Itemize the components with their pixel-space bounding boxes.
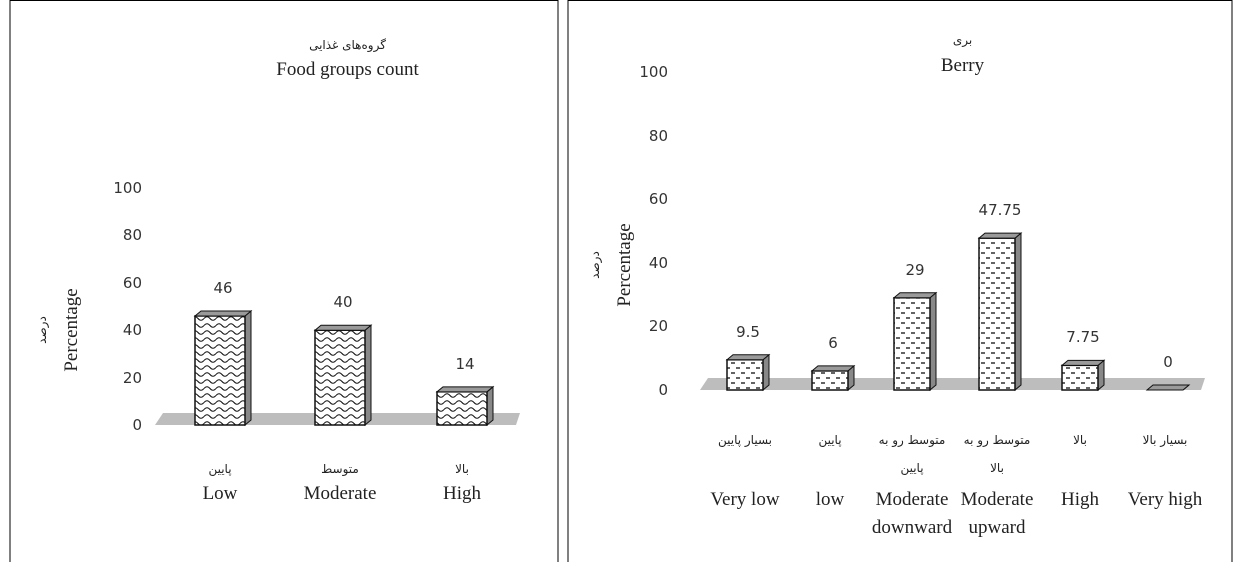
x-tick-label-fa: متوسط رو به پایین <box>878 433 946 475</box>
bar-side <box>1014 232 1022 392</box>
x-tick-label-fa: بسیار پایین <box>717 433 773 447</box>
x-tick-label: Very low <box>710 489 780 510</box>
chart-title-fa: بری <box>952 33 973 47</box>
x-tick-label: Very high <box>1127 489 1203 510</box>
y-tick-label: 40 <box>122 321 142 340</box>
bar-cap <box>313 324 373 331</box>
x-tick-label-fa: متوسط رو به بالا <box>963 433 1031 475</box>
value-label: 7.75 <box>1066 328 1100 347</box>
x-tick-label: Moderate downward <box>871 489 953 538</box>
y-axis-label: Percentage <box>614 223 635 307</box>
bar <box>726 359 764 391</box>
value-label: 29 <box>905 260 925 279</box>
chart-title-fa: گروه‌های غذایی <box>309 38 386 52</box>
x-tick-label: Low <box>202 483 238 504</box>
bar-side <box>486 385 494 427</box>
bar-side <box>244 309 252 427</box>
bar-side <box>929 291 937 392</box>
y-tick-label: 20 <box>648 317 668 336</box>
floor <box>700 378 1205 390</box>
value-label: 40 <box>333 293 353 312</box>
value-label: 0 <box>1163 353 1173 371</box>
x-tick-label: Moderate <box>303 483 377 504</box>
value-label: 46 <box>213 278 233 297</box>
bar-cap <box>1060 359 1106 366</box>
y-axis-label: Percentage <box>61 288 82 372</box>
y-axis-label-fa: درصد <box>35 316 49 344</box>
bar-side <box>364 324 372 427</box>
y-tick-label: 80 <box>122 226 142 245</box>
panel-border <box>9 0 559 562</box>
y-axis-label-fa: درصد <box>588 251 602 279</box>
bar <box>1061 364 1099 391</box>
x-tick-label: Moderate upward <box>960 489 1034 538</box>
y-tick-label: 0 <box>132 416 142 434</box>
x-tick-label-fa: متوسط <box>321 462 359 476</box>
panel-border <box>567 0 1233 562</box>
bar <box>436 391 488 426</box>
bar-side <box>762 353 770 392</box>
chart-title: Food groups count <box>276 59 419 80</box>
x-tick-label-fa: بالا <box>1073 433 1087 447</box>
y-tick-label: 0 <box>658 381 668 399</box>
y-tick-label: 20 <box>122 368 142 387</box>
y-tick-label: 100 <box>113 179 142 197</box>
y-tick-label: 40 <box>648 253 668 272</box>
bar-cap <box>810 365 856 372</box>
value-label: 14 <box>455 354 475 373</box>
y-tick-label: 60 <box>648 190 668 209</box>
y-tick-label: 80 <box>648 126 668 145</box>
x-tick-label: High <box>443 483 481 504</box>
x-tick-label-fa: پایین <box>208 462 232 476</box>
bar <box>194 315 246 426</box>
bar <box>811 370 849 391</box>
bar-cap <box>725 354 771 361</box>
bar-cap <box>977 232 1023 239</box>
x-tick-label-fa: بالا <box>455 462 469 476</box>
bar <box>314 329 366 426</box>
x-tick-label-fa: بسیار بالا <box>1142 433 1188 447</box>
value-label: 6 <box>828 333 838 352</box>
bar-cap <box>435 386 495 393</box>
bar-cap <box>892 292 938 299</box>
chart-title: Berry <box>940 55 985 76</box>
x-tick-label: low <box>815 489 845 510</box>
bar-cap <box>193 310 253 317</box>
value-label: 9.5 <box>736 322 760 341</box>
x-tick-label-fa: پایین <box>818 433 842 447</box>
y-tick-label: 60 <box>122 273 142 292</box>
value-label: 47.75 <box>978 201 1022 220</box>
bar <box>978 237 1016 391</box>
bar-cap <box>1145 384 1191 391</box>
y-tick-label: 100 <box>639 63 668 81</box>
x-tick-label: High <box>1061 489 1099 510</box>
bar <box>893 297 931 391</box>
